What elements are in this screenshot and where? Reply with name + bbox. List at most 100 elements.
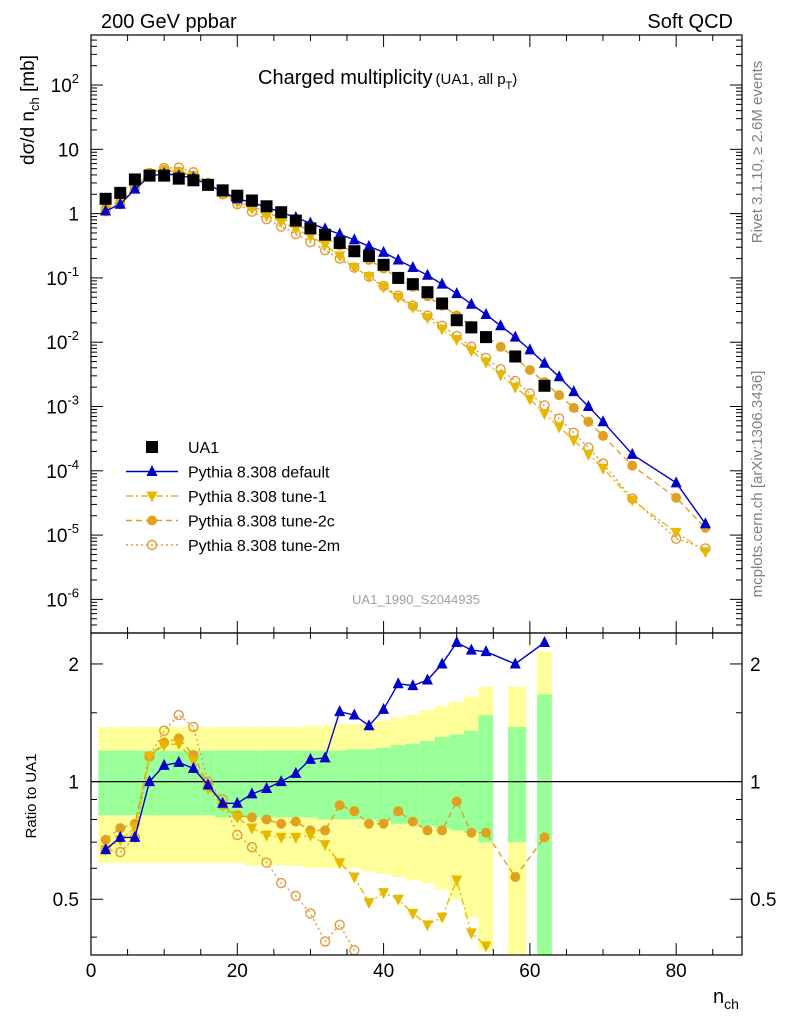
- mcplots-reference-label: mcplots.cern.ch [arXiv:1306.3436]: [749, 371, 766, 598]
- ratio-tune1-point: [465, 928, 477, 940]
- top-data-point: [333, 236, 346, 249]
- top-tune1-point: [670, 527, 682, 539]
- uncertainty-band-inner: [449, 734, 465, 831]
- y-tick-label-exponent: -4: [67, 457, 79, 472]
- x-tick-label: 60: [519, 961, 540, 982]
- top-default-point: [114, 197, 126, 209]
- top-default-point: [348, 233, 360, 245]
- ratio-tune2c-point: [378, 818, 389, 829]
- ratio-tune2c-point: [510, 872, 521, 883]
- ratio-tune2m-line: [105, 714, 355, 951]
- ratio-tune2c-point: [407, 816, 418, 827]
- uncertainty-band-inner: [361, 749, 377, 820]
- ratio-default-point: [304, 752, 316, 764]
- ratio-tune2c-point: [320, 825, 331, 836]
- top-data-point: [509, 350, 522, 363]
- top-tune1-point: [436, 324, 448, 336]
- top-tune1-point: [451, 335, 463, 347]
- y-tick-label: 10-4: [46, 457, 79, 483]
- ratio-tune2c-point: [422, 825, 433, 836]
- chart-title: Charged multiplicity (UA1, all pT): [258, 67, 517, 92]
- ratio-tune2c-point: [100, 834, 111, 845]
- uncertainty-band-inner: [303, 750, 318, 818]
- ratio-default-point: [290, 766, 302, 778]
- ratio-tune1-point: [231, 812, 243, 824]
- uncertainty-band-inner: [112, 750, 128, 816]
- top-tune2c-point: [671, 492, 682, 503]
- top-tune1-point: [261, 211, 273, 223]
- top-data-point: [158, 169, 171, 182]
- ratio-default-point: [363, 719, 375, 731]
- y-tick-label: 10-5: [46, 521, 79, 547]
- uncertainty-band-inner: [317, 750, 333, 820]
- ratio-tune2c-point: [539, 832, 550, 843]
- ratio-tune1-point: [378, 888, 390, 900]
- legend-label-tune1: Pythia 8.308 tune-1: [188, 489, 327, 506]
- y-tick-label-exponent: 2: [72, 71, 79, 86]
- ratio-tune2c-point: [363, 818, 374, 829]
- y-tick-label-base: 10: [46, 269, 67, 290]
- ratio-tune1-point: [480, 941, 492, 953]
- top-tune1-point: [363, 272, 375, 284]
- top-default-point: [699, 517, 711, 529]
- x-tick-label: 20: [227, 961, 248, 982]
- top-default-point: [626, 447, 638, 459]
- axes: 0 20 40 60 8010-610-510-410-310-210-11101020…: [46, 34, 776, 982]
- ratio-tune2c-point: [480, 827, 491, 838]
- header-right: Soft QCD: [647, 11, 733, 33]
- legend-label-tune2m: Pythia 8.308 tune-2m: [188, 538, 340, 555]
- top-data-point: [187, 174, 200, 187]
- ratio-tune2c-point: [466, 827, 477, 838]
- ratio-default-point: [392, 677, 404, 689]
- ratio-y-tick-label-right: 2: [750, 655, 761, 676]
- top-panel-marks: [99, 162, 711, 559]
- top-tune2c-point: [598, 430, 609, 441]
- top-default-point: [495, 319, 507, 331]
- ratio-tune1-point: [348, 872, 360, 884]
- legend-marker-data: [146, 441, 158, 453]
- uncertainty-band-inner: [288, 750, 304, 818]
- ratio-tune2m-point: [188, 721, 199, 733]
- top-data-point: [479, 331, 492, 344]
- ratio-tune1-point: [290, 832, 302, 844]
- top-tune1-point: [553, 422, 565, 434]
- y-axis-label-top-unit: [mb]: [18, 55, 39, 97]
- top-default-point: [568, 385, 580, 397]
- top-data-point: [377, 258, 390, 271]
- top-tune1-point: [480, 357, 492, 369]
- top-data-point: [216, 184, 229, 197]
- top-tune2c-point: [627, 460, 638, 471]
- top-tune1-point: [348, 263, 360, 275]
- ratio-tune2c-point: [246, 812, 257, 823]
- top-data-point: [128, 173, 141, 186]
- top-data-point: [231, 189, 244, 202]
- y-tick-label-base: 10: [46, 526, 67, 547]
- ratio-panel-marks: [100, 635, 551, 956]
- top-data-point: [99, 192, 112, 205]
- top-data-point: [348, 245, 361, 258]
- ratio-y-tick-label: 1: [68, 773, 79, 794]
- top-tune1-point: [378, 282, 390, 294]
- ratio-tune2c-point: [261, 814, 272, 825]
- y-tick-label: 10-1: [46, 264, 79, 290]
- ratio-tune1-point: [451, 875, 463, 887]
- ratio-tune2m-point: [261, 857, 272, 868]
- ratio-default-point: [217, 796, 229, 808]
- chart-title-sub-end: ): [512, 71, 517, 88]
- ratio-tune2m-point: [290, 890, 302, 902]
- uncertainty-band-inner: [127, 750, 143, 816]
- ratio-tune2m-point: [349, 945, 360, 956]
- top-data-point: [362, 249, 375, 262]
- ratio-default-point: [348, 708, 360, 720]
- y-tick-label: 1: [68, 205, 79, 226]
- ratio-y-tick-label: 2: [68, 655, 79, 676]
- top-data-point: [392, 271, 405, 284]
- top-tune1-point: [304, 232, 316, 244]
- ratio-tune1-point: [319, 840, 331, 852]
- ratio-default-point: [407, 679, 419, 691]
- legend-label-data: UA1: [188, 440, 219, 457]
- top-default-point: [451, 287, 463, 299]
- chart-title-sub: (UA1, all p: [436, 71, 506, 88]
- ratio-tune1-point: [158, 740, 170, 752]
- ratio-tune2m-point: [275, 877, 287, 889]
